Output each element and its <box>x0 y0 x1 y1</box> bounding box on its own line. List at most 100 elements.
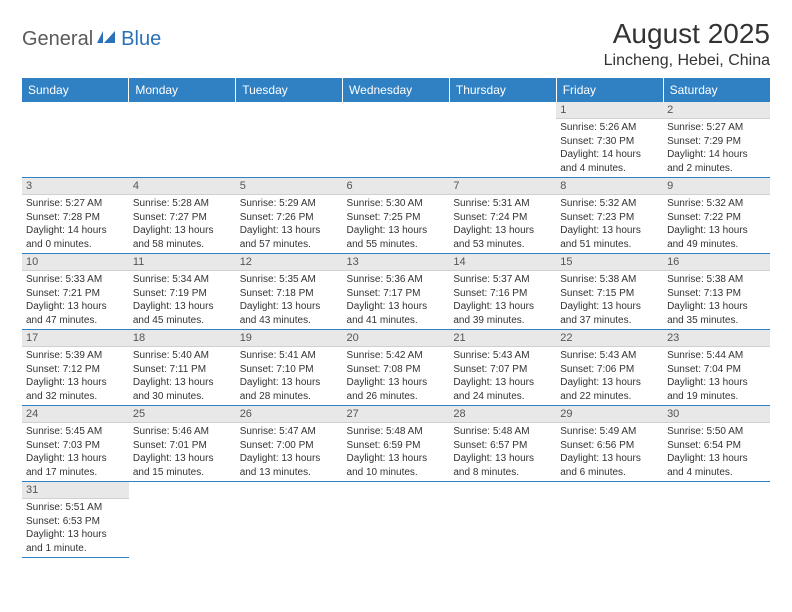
daylight-text: Daylight: 14 hours and 4 minutes. <box>560 148 659 175</box>
weekday-header: Monday <box>129 78 236 102</box>
day-number: 28 <box>449 406 556 423</box>
day-content: Sunrise: 5:36 AMSunset: 7:17 PMDaylight:… <box>343 271 450 329</box>
calendar-cell: 16Sunrise: 5:38 AMSunset: 7:13 PMDayligh… <box>663 254 770 330</box>
daylight-text: Daylight: 13 hours and 35 minutes. <box>667 300 766 327</box>
sunrise-text: Sunrise: 5:48 AM <box>453 425 552 439</box>
calendar-cell <box>663 482 770 558</box>
calendar-cell <box>236 482 343 558</box>
daylight-text: Daylight: 13 hours and 53 minutes. <box>453 224 552 251</box>
day-number: 26 <box>236 406 343 423</box>
sunset-text: Sunset: 7:26 PM <box>240 211 339 225</box>
daylight-text: Daylight: 13 hours and 47 minutes. <box>26 300 125 327</box>
daylight-text: Daylight: 13 hours and 57 minutes. <box>240 224 339 251</box>
sunset-text: Sunset: 7:13 PM <box>667 287 766 301</box>
sunset-text: Sunset: 7:18 PM <box>240 287 339 301</box>
sunrise-text: Sunrise: 5:41 AM <box>240 349 339 363</box>
day-content: Sunrise: 5:35 AMSunset: 7:18 PMDaylight:… <box>236 271 343 329</box>
day-number: 31 <box>22 482 129 499</box>
sunrise-text: Sunrise: 5:45 AM <box>26 425 125 439</box>
daylight-text: Daylight: 13 hours and 41 minutes. <box>347 300 446 327</box>
sunset-text: Sunset: 7:07 PM <box>453 363 552 377</box>
sunrise-text: Sunrise: 5:47 AM <box>240 425 339 439</box>
daylight-text: Daylight: 13 hours and 13 minutes. <box>240 452 339 479</box>
sunrise-text: Sunrise: 5:43 AM <box>560 349 659 363</box>
day-content: Sunrise: 5:34 AMSunset: 7:19 PMDaylight:… <box>129 271 236 329</box>
day-content: Sunrise: 5:44 AMSunset: 7:04 PMDaylight:… <box>663 347 770 405</box>
sunrise-text: Sunrise: 5:27 AM <box>26 197 125 211</box>
calendar-cell <box>449 102 556 178</box>
day-content: Sunrise: 5:32 AMSunset: 7:22 PMDaylight:… <box>663 195 770 253</box>
calendar-cell: 23Sunrise: 5:44 AMSunset: 7:04 PMDayligh… <box>663 330 770 406</box>
sunset-text: Sunset: 7:28 PM <box>26 211 125 225</box>
day-number: 22 <box>556 330 663 347</box>
sunset-text: Sunset: 7:27 PM <box>133 211 232 225</box>
day-content: Sunrise: 5:48 AMSunset: 6:59 PMDaylight:… <box>343 423 450 481</box>
daylight-text: Daylight: 13 hours and 55 minutes. <box>347 224 446 251</box>
sunrise-text: Sunrise: 5:38 AM <box>667 273 766 287</box>
sunset-text: Sunset: 7:10 PM <box>240 363 339 377</box>
day-number: 15 <box>556 254 663 271</box>
calendar-cell <box>22 102 129 178</box>
calendar-cell: 12Sunrise: 5:35 AMSunset: 7:18 PMDayligh… <box>236 254 343 330</box>
day-number: 2 <box>663 102 770 119</box>
sunrise-text: Sunrise: 5:35 AM <box>240 273 339 287</box>
daylight-text: Daylight: 13 hours and 39 minutes. <box>453 300 552 327</box>
day-content: Sunrise: 5:47 AMSunset: 7:00 PMDaylight:… <box>236 423 343 481</box>
sunset-text: Sunset: 7:00 PM <box>240 439 339 453</box>
day-content: Sunrise: 5:38 AMSunset: 7:13 PMDaylight:… <box>663 271 770 329</box>
calendar-week-row: 3Sunrise: 5:27 AMSunset: 7:28 PMDaylight… <box>22 178 770 254</box>
daylight-text: Daylight: 13 hours and 4 minutes. <box>667 452 766 479</box>
calendar-cell: 6Sunrise: 5:30 AMSunset: 7:25 PMDaylight… <box>343 178 450 254</box>
calendar-cell: 27Sunrise: 5:48 AMSunset: 6:59 PMDayligh… <box>343 406 450 482</box>
day-content: Sunrise: 5:46 AMSunset: 7:01 PMDaylight:… <box>129 423 236 481</box>
sunset-text: Sunset: 7:24 PM <box>453 211 552 225</box>
calendar-cell: 11Sunrise: 5:34 AMSunset: 7:19 PMDayligh… <box>129 254 236 330</box>
calendar-cell: 13Sunrise: 5:36 AMSunset: 7:17 PMDayligh… <box>343 254 450 330</box>
daylight-text: Daylight: 13 hours and 37 minutes. <box>560 300 659 327</box>
day-number: 4 <box>129 178 236 195</box>
day-number: 1 <box>556 102 663 119</box>
sunrise-text: Sunrise: 5:29 AM <box>240 197 339 211</box>
day-number: 9 <box>663 178 770 195</box>
daylight-text: Daylight: 13 hours and 24 minutes. <box>453 376 552 403</box>
sunset-text: Sunset: 7:06 PM <box>560 363 659 377</box>
day-content: Sunrise: 5:32 AMSunset: 7:23 PMDaylight:… <box>556 195 663 253</box>
weekday-header: Friday <box>556 78 663 102</box>
header: General Blue August 2025 Lincheng, Hebei… <box>22 18 770 70</box>
daylight-text: Daylight: 14 hours and 0 minutes. <box>26 224 125 251</box>
day-content: Sunrise: 5:30 AMSunset: 7:25 PMDaylight:… <box>343 195 450 253</box>
sunrise-text: Sunrise: 5:51 AM <box>26 501 125 515</box>
calendar-cell: 28Sunrise: 5:48 AMSunset: 6:57 PMDayligh… <box>449 406 556 482</box>
calendar-cell: 7Sunrise: 5:31 AMSunset: 7:24 PMDaylight… <box>449 178 556 254</box>
sunset-text: Sunset: 6:56 PM <box>560 439 659 453</box>
day-number: 14 <box>449 254 556 271</box>
sunset-text: Sunset: 6:54 PM <box>667 439 766 453</box>
sunrise-text: Sunrise: 5:27 AM <box>667 121 766 135</box>
sunrise-text: Sunrise: 5:30 AM <box>347 197 446 211</box>
day-number: 17 <box>22 330 129 347</box>
calendar-week-row: 17Sunrise: 5:39 AMSunset: 7:12 PMDayligh… <box>22 330 770 406</box>
daylight-text: Daylight: 13 hours and 45 minutes. <box>133 300 232 327</box>
day-content: Sunrise: 5:42 AMSunset: 7:08 PMDaylight:… <box>343 347 450 405</box>
calendar-cell: 25Sunrise: 5:46 AMSunset: 7:01 PMDayligh… <box>129 406 236 482</box>
sunset-text: Sunset: 7:19 PM <box>133 287 232 301</box>
calendar-cell <box>556 482 663 558</box>
day-content: Sunrise: 5:38 AMSunset: 7:15 PMDaylight:… <box>556 271 663 329</box>
calendar-cell: 5Sunrise: 5:29 AMSunset: 7:26 PMDaylight… <box>236 178 343 254</box>
sunrise-text: Sunrise: 5:33 AM <box>26 273 125 287</box>
sunrise-text: Sunrise: 5:34 AM <box>133 273 232 287</box>
day-number: 6 <box>343 178 450 195</box>
day-number: 19 <box>236 330 343 347</box>
calendar-cell <box>343 102 450 178</box>
location: Lincheng, Hebei, China <box>604 52 770 70</box>
day-number: 24 <box>22 406 129 423</box>
day-content: Sunrise: 5:40 AMSunset: 7:11 PMDaylight:… <box>129 347 236 405</box>
sunset-text: Sunset: 6:57 PM <box>453 439 552 453</box>
daylight-text: Daylight: 13 hours and 19 minutes. <box>667 376 766 403</box>
day-content: Sunrise: 5:27 AMSunset: 7:28 PMDaylight:… <box>22 195 129 253</box>
daylight-text: Daylight: 13 hours and 43 minutes. <box>240 300 339 327</box>
sunrise-text: Sunrise: 5:32 AM <box>667 197 766 211</box>
calendar-cell: 31Sunrise: 5:51 AMSunset: 6:53 PMDayligh… <box>22 482 129 558</box>
calendar-cell: 29Sunrise: 5:49 AMSunset: 6:56 PMDayligh… <box>556 406 663 482</box>
day-number: 27 <box>343 406 450 423</box>
